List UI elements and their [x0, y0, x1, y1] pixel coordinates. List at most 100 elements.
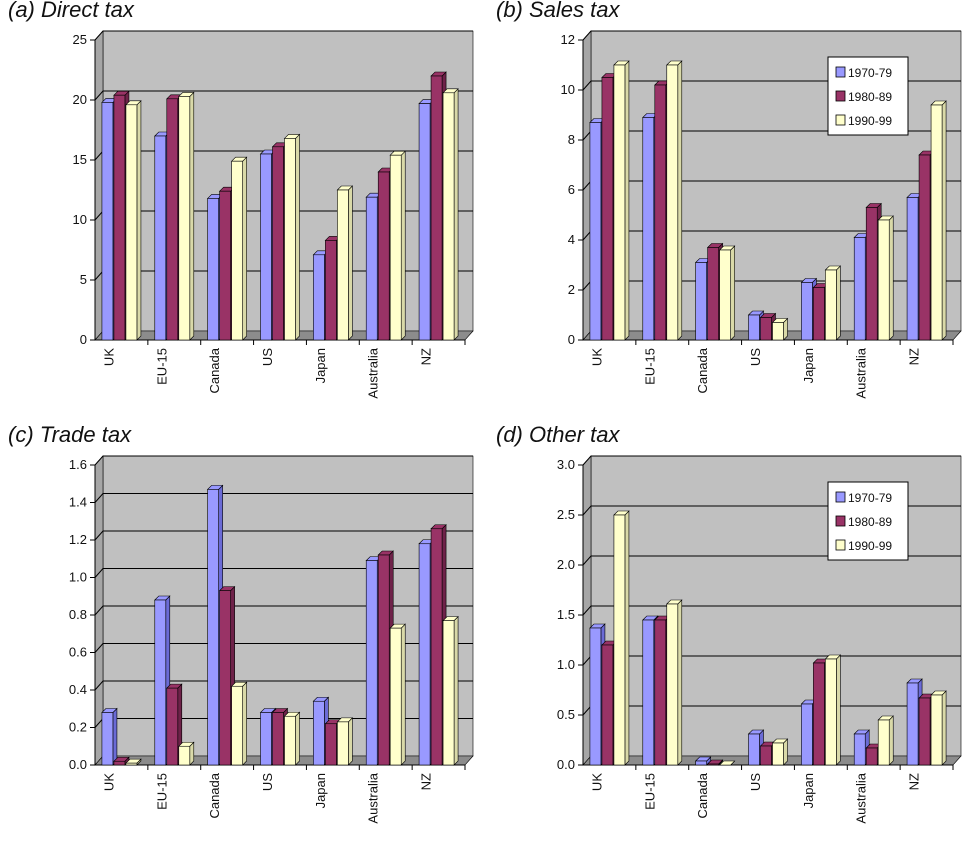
bar: [666, 599, 683, 766]
x-category-label: UK: [101, 773, 116, 791]
y-tick-label: 1.2: [69, 532, 87, 547]
gridline: [94, 643, 473, 653]
legend-swatch: [835, 114, 846, 126]
bar-front: [260, 712, 272, 766]
bar-side: [730, 245, 735, 341]
gridline: [94, 493, 473, 503]
bar-front: [589, 627, 602, 766]
y-tick-label: 12: [561, 32, 575, 47]
bar-front: [601, 644, 614, 766]
x-category-label: US: [748, 773, 763, 791]
bar-side: [242, 156, 247, 341]
bar-front: [272, 146, 284, 341]
chart-panel-trade-tax: (c) Trade tax 0.0 0.2 0.4 0.6 0.8 1.0 1.2 1.4 1.…: [0, 422, 488, 850]
y-tick-label: 1.4: [69, 495, 87, 510]
bar: [389, 150, 406, 341]
legend-swatch: [835, 515, 846, 527]
bar-front: [125, 762, 138, 766]
bar-front: [748, 314, 760, 341]
bar-side: [941, 100, 947, 341]
x-category-label: UK: [101, 348, 116, 366]
chart-title: (c) Trade tax: [8, 422, 132, 447]
bar-front: [337, 721, 349, 766]
bar-front: [337, 189, 349, 341]
gridline: [94, 605, 473, 616]
bar-side: [941, 690, 947, 766]
x-category-label: Canada: [695, 347, 710, 393]
chart-panel-direct-tax: (a) Direct tax 0 5 10 15 20 25 UK EU-15 Canada US…: [0, 0, 488, 425]
legend-label: 1970-79: [848, 66, 892, 80]
y-tick-label: 1.6: [69, 457, 87, 472]
bar-front: [642, 619, 655, 766]
x-category-label: NZ: [907, 348, 922, 365]
bar-side: [295, 711, 300, 766]
bar: [666, 60, 683, 341]
bar-front: [418, 543, 431, 766]
bar-front: [865, 207, 878, 341]
bar: [125, 100, 142, 341]
gridline: [94, 30, 473, 41]
bar-side: [836, 654, 841, 766]
y-tick-label: 2: [568, 282, 575, 297]
y-tick-label: 0.8: [69, 607, 87, 622]
bar: [230, 681, 248, 766]
bar: [824, 654, 842, 766]
bar-front: [219, 590, 231, 766]
y-tick-label: 0.6: [69, 645, 87, 660]
x-category-label: Canada: [207, 772, 222, 818]
bar-front: [772, 742, 784, 766]
bar-front: [695, 262, 707, 341]
legend-label: 1990-99: [848, 539, 892, 553]
y-tick-label: 4: [568, 232, 575, 247]
bar-front: [313, 254, 325, 341]
bar-side: [400, 150, 406, 341]
bar-front: [601, 77, 614, 341]
bar-front: [231, 685, 243, 766]
chart-title: (b) Sales tax: [496, 0, 620, 22]
bar-side: [136, 100, 142, 341]
bar-front: [918, 697, 931, 766]
bar-front: [589, 122, 602, 341]
y-tick-label: 0.0: [557, 757, 575, 772]
x-category-label: EU-15: [154, 348, 169, 385]
chart-title: (a) Direct tax: [8, 0, 134, 22]
bar-front: [166, 687, 179, 766]
bar: [771, 738, 789, 766]
bar: [389, 623, 406, 766]
bar-front: [377, 554, 390, 766]
x-category-label: Australia: [366, 347, 381, 398]
bar-front: [101, 712, 114, 766]
bar-front: [442, 92, 455, 341]
bar-front: [325, 240, 337, 341]
sales-tax-chart: 0 2 4 6 8 10 12 UK EU-15 Canada US Japan Australia NZ…: [561, 30, 962, 399]
legend-swatch: [835, 66, 846, 78]
bar-side: [453, 88, 459, 341]
bar-front: [930, 104, 943, 341]
bar-front: [231, 160, 243, 341]
x-category-label: US: [260, 773, 275, 791]
gridline: [582, 455, 961, 466]
gridline: [582, 605, 961, 616]
x-category-label: Japan: [801, 773, 816, 808]
bar-front: [801, 282, 813, 341]
bar: [877, 715, 894, 766]
legend-swatch: [835, 90, 846, 102]
x-category-label: Canada: [695, 772, 710, 818]
bar-front: [365, 560, 378, 766]
bar-front: [389, 154, 402, 341]
bar: [125, 758, 142, 766]
bar-front: [178, 96, 191, 341]
bar: [930, 690, 947, 766]
x-category-label: UK: [589, 773, 604, 791]
bar-side: [888, 715, 894, 766]
gridline: [582, 30, 961, 41]
bar-front: [284, 138, 296, 341]
bar-front: [365, 196, 378, 341]
x-category-label: NZ: [419, 348, 434, 365]
direct-tax-chart: 0 5 10 15 20 25 UK EU-15 Canada US Japan Australia N…: [73, 30, 474, 399]
bar-front: [877, 219, 890, 341]
bar-front: [613, 64, 626, 341]
bar-front: [442, 620, 455, 766]
bar-front: [284, 715, 296, 766]
bar-side: [295, 133, 300, 341]
